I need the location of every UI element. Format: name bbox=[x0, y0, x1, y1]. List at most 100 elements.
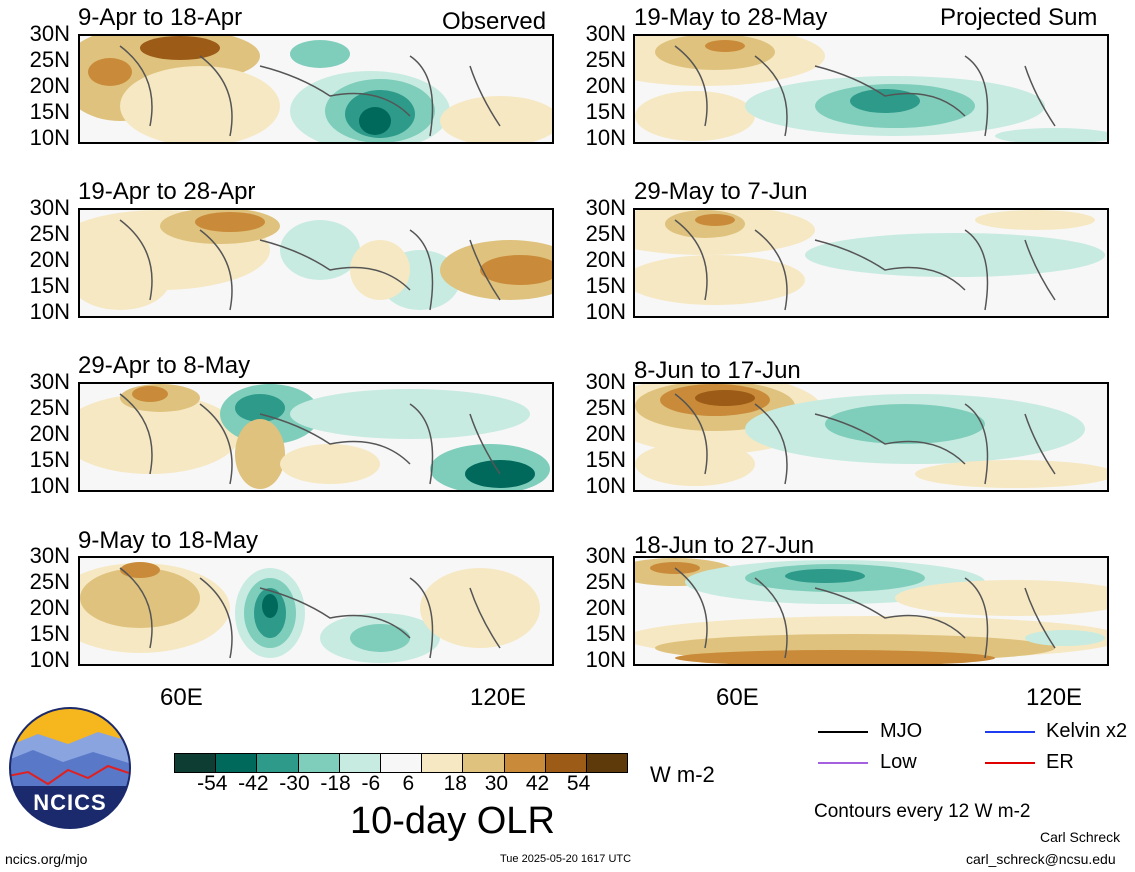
lat-label: 30N bbox=[29, 543, 70, 568]
lat-label: 25N bbox=[29, 221, 70, 246]
colorbar-swatch bbox=[462, 754, 504, 772]
legend-mjo: MJO bbox=[880, 720, 923, 742]
footer-url[interactable]: ncics.org/mjo bbox=[5, 851, 88, 867]
lat-label: 25N bbox=[29, 47, 70, 72]
legend-kelvin: Kelvin x2 bbox=[1046, 720, 1128, 742]
colorbar-title: 10-day OLR bbox=[350, 800, 555, 842]
lat-label: 20N bbox=[585, 595, 626, 620]
legend-er: ER bbox=[1046, 751, 1074, 773]
ncics-logo: NCICS bbox=[8, 706, 132, 830]
lat-label: 30N bbox=[585, 21, 626, 46]
lat-label: 30N bbox=[29, 369, 70, 394]
colorbar-tick-label: -54 bbox=[197, 772, 228, 795]
panel-title-6: 29-May to 7-Jun bbox=[634, 178, 808, 205]
map-panel-3 bbox=[78, 382, 554, 492]
lat-label: 10N bbox=[29, 299, 70, 324]
lat-label: 15N bbox=[29, 99, 70, 124]
colorbar-tick-label: -42 bbox=[238, 772, 269, 795]
lat-label: 20N bbox=[585, 73, 626, 98]
legend-line-er bbox=[985, 762, 1035, 764]
lat-label: 15N bbox=[29, 447, 70, 472]
map-panel-7 bbox=[633, 382, 1109, 492]
lat-label: 15N bbox=[29, 273, 70, 298]
panel-title-8: 18-Jun to 27-Jun bbox=[634, 532, 815, 559]
lat-label: 10N bbox=[29, 473, 70, 498]
lat-label: 10N bbox=[585, 125, 626, 150]
colorbar-tick-label: -18 bbox=[320, 772, 351, 795]
colorbar-swatch bbox=[421, 754, 463, 772]
lat-label: 25N bbox=[585, 395, 626, 420]
lon-label-60e-left: 60E bbox=[160, 684, 203, 711]
lat-label: 15N bbox=[29, 621, 70, 646]
lat-label: 30N bbox=[585, 195, 626, 220]
lat-label: 20N bbox=[585, 421, 626, 446]
lat-label: 30N bbox=[29, 21, 70, 46]
ncics-logo-text: NCICS bbox=[33, 790, 107, 815]
colorbar-swatch bbox=[297, 754, 339, 772]
lon-label-120e-right: 120E bbox=[1026, 684, 1083, 711]
lat-label: 20N bbox=[29, 421, 70, 446]
colorbar-tick-label: 30 bbox=[484, 772, 509, 795]
colorbar-swatch bbox=[379, 754, 422, 772]
lat-label: 30N bbox=[585, 543, 626, 568]
map-panel-2 bbox=[78, 208, 554, 318]
lat-label: 20N bbox=[29, 247, 70, 272]
legend-low: Low bbox=[880, 751, 917, 773]
panel-title-7: 8-Jun to 17-Jun bbox=[634, 357, 801, 384]
lat-label: 10N bbox=[29, 125, 70, 150]
colorbar-swatch bbox=[338, 754, 380, 772]
lat-label: 25N bbox=[29, 395, 70, 420]
map-panel-1 bbox=[78, 34, 554, 144]
map-panel-5 bbox=[633, 34, 1109, 144]
colorbar-tick-label: 6 bbox=[402, 772, 415, 795]
colorbar-tick-label: 18 bbox=[443, 772, 467, 795]
colorbar-tick-label: 54 bbox=[566, 772, 591, 795]
lat-label: 30N bbox=[585, 369, 626, 394]
colorbar-swatch bbox=[544, 754, 586, 772]
colorbar-swatch bbox=[503, 754, 545, 772]
footer-timestamp: Tue 2025-05-20 1617 UTC bbox=[500, 853, 632, 865]
panel-title-4: 9-May to 18-May bbox=[78, 527, 259, 554]
lon-label-120e-left: 120E bbox=[470, 684, 527, 711]
projected-sum-label: Projected Sum bbox=[940, 4, 1098, 31]
lat-label: 25N bbox=[585, 569, 626, 594]
colorbar-tick-label: -6 bbox=[361, 772, 381, 795]
lat-label: 25N bbox=[585, 221, 626, 246]
colorbar-swatch bbox=[175, 754, 216, 772]
colorbar-unit: W m-2 bbox=[650, 762, 715, 787]
lat-label: 25N bbox=[29, 569, 70, 594]
footer-email[interactable]: carl_schreck@ncsu.edu bbox=[966, 851, 1116, 867]
colorbar-swatch bbox=[585, 754, 628, 772]
contour-note: Contours every 12 W m-2 bbox=[814, 801, 1031, 822]
panel-title-5: 19-May to 28-May bbox=[634, 4, 828, 31]
footer-author: Carl Schreck bbox=[1040, 829, 1121, 845]
panel-title-2: 19-Apr to 28-Apr bbox=[78, 178, 256, 205]
lat-label: 25N bbox=[585, 47, 626, 72]
lat-label: 10N bbox=[29, 647, 70, 672]
map-panel-6 bbox=[633, 208, 1109, 318]
lat-label: 20N bbox=[29, 73, 70, 98]
colorbar bbox=[174, 753, 628, 773]
lat-label: 15N bbox=[585, 621, 626, 646]
panel-title-1: 9-Apr to 18-Apr bbox=[78, 4, 243, 31]
colorbar-tick-label: -30 bbox=[279, 772, 310, 795]
colorbar-tick-label: 42 bbox=[525, 772, 550, 795]
map-panel-8 bbox=[633, 556, 1109, 666]
lat-label: 15N bbox=[585, 99, 626, 124]
lat-label: 20N bbox=[29, 595, 70, 620]
lon-label-60e-right: 60E bbox=[716, 684, 759, 711]
colorbar-swatch bbox=[215, 754, 257, 772]
legend-line-low bbox=[818, 762, 868, 764]
map-panel-4 bbox=[78, 556, 554, 666]
lat-label: 10N bbox=[585, 299, 626, 324]
lat-label: 30N bbox=[29, 195, 70, 220]
lat-label: 10N bbox=[585, 473, 626, 498]
panel-title-3: 29-Apr to 8-May bbox=[78, 352, 251, 379]
colorbar-swatch bbox=[256, 754, 298, 772]
lat-label: 15N bbox=[585, 273, 626, 298]
observed-label: Observed bbox=[442, 8, 547, 35]
lat-label: 10N bbox=[585, 647, 626, 672]
lat-label: 20N bbox=[585, 247, 626, 272]
legend-line-mjo bbox=[818, 731, 868, 733]
legend-line-kelvin bbox=[985, 731, 1035, 733]
